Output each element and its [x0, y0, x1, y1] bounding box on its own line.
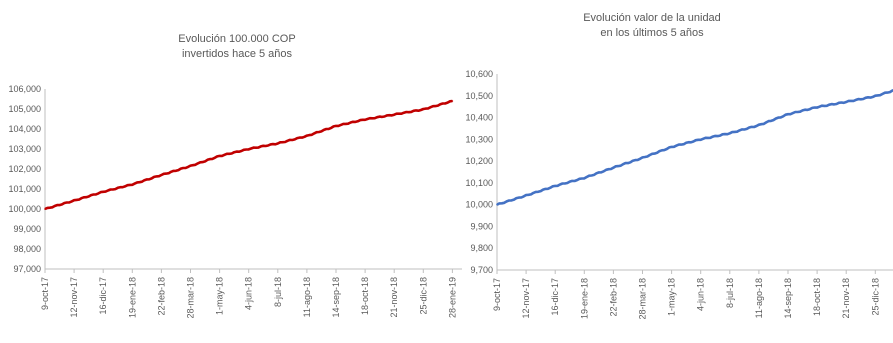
left-x-tick-label: 28-mar-18 — [186, 277, 196, 319]
left-title-line-1: invertidos hace 5 años — [182, 48, 293, 60]
right-y-tick-label: 9,800 — [470, 243, 493, 253]
right-x-tick-label: 1-may-18 — [667, 278, 677, 316]
right-title-line-0: Evolución valor de la unidad — [583, 12, 721, 24]
left-y-tick-label: 106,000 — [8, 84, 41, 94]
left-title-line-0: Evolución 100.000 COP — [178, 33, 295, 45]
left-x-tick-label: 28-ene-19 — [447, 277, 457, 318]
left-x-tick-label: 9-oct-17 — [40, 277, 50, 310]
right-data-point — [641, 157, 644, 159]
left-data-point — [160, 174, 163, 176]
right-data-point — [729, 132, 731, 135]
left-y-tick-label: 105,000 — [8, 104, 41, 114]
right-data-point — [525, 194, 527, 197]
left-x-tick-label: 14-sep-18 — [331, 277, 341, 318]
right-data-point — [787, 113, 789, 116]
right-x-tick-label: 25-dic-18 — [870, 278, 880, 316]
left-x-tick-label: 16-dic-17 — [98, 277, 108, 315]
left-data-point — [393, 113, 396, 116]
right-x-tick-label: 21-nov-18 — [841, 278, 851, 319]
left-x-tick-label: 21-nov-18 — [389, 277, 399, 318]
left-y-tick-label: 103,000 — [8, 144, 41, 154]
right-y-tick-label: 10,200 — [465, 156, 493, 166]
right-data-point — [670, 146, 673, 148]
left-data-point — [73, 199, 75, 202]
right-data-point — [583, 177, 586, 179]
right-title-line-1: en los últimos 5 años — [600, 27, 704, 39]
right-y-tick-label: 9,700 — [470, 265, 493, 275]
left-x-tick-label: 8-jul-18 — [273, 277, 283, 307]
right-x-tick-label: 28-mar-18 — [638, 278, 648, 320]
left-y-tick-label: 102,000 — [8, 164, 41, 174]
right-data-point — [874, 95, 877, 98]
right-data-point — [758, 124, 760, 126]
right-series-line — [496, 88, 893, 206]
right-y-tick-label: 10,000 — [465, 200, 493, 210]
left-y-tick-label: 97,000 — [13, 264, 41, 274]
right-x-tick-label: 18-oct-18 — [812, 278, 822, 316]
right-y-tick-label: 10,400 — [465, 113, 493, 123]
right-x-tick-label: 12-nov-17 — [521, 278, 531, 319]
left-y-tick-label: 99,000 — [13, 224, 41, 234]
left-data-point — [131, 183, 134, 186]
right-x-tick-label: 22-feb-18 — [608, 278, 618, 317]
right-y-tick-label: 9,900 — [470, 221, 493, 231]
left-data-point — [277, 142, 279, 145]
right-data-point — [496, 203, 498, 206]
left-x-tick-label: 11-ago-18 — [302, 277, 312, 317]
right-data-point — [554, 185, 556, 187]
right-y-tick-label: 10,100 — [465, 178, 493, 188]
left-data-point — [189, 165, 192, 167]
left-x-tick-label: 12-nov-17 — [69, 277, 79, 318]
left-x-tick-label: 22-feb-18 — [156, 277, 166, 316]
right-data-point — [845, 101, 847, 103]
right-x-tick-label: 8-jul-18 — [725, 278, 735, 308]
left-data-point — [102, 191, 104, 193]
left-x-tick-label: 4-jun-18 — [244, 277, 254, 310]
right-y-tick-label: 10,300 — [465, 134, 493, 144]
right-x-tick-label: 14-sep-18 — [783, 278, 793, 319]
chart-right: Evolución valor de la unidad en los últim… — [460, 0, 893, 343]
left-data-point — [364, 118, 366, 121]
right-data-point — [612, 166, 615, 169]
left-data-point — [247, 148, 250, 150]
left-x-tick-label: 19-ene-18 — [127, 277, 137, 318]
left-y-tick-label: 101,000 — [8, 184, 41, 194]
left-data-point — [218, 155, 221, 157]
chart-right-svg: Evolución valor de la unidad en los últim… — [465, 12, 893, 320]
left-data-point — [335, 125, 337, 127]
right-x-tick-label: 19-ene-18 — [579, 278, 589, 319]
left-y-tick-label: 104,000 — [8, 124, 41, 134]
right-x-tick-label: 9-oct-17 — [492, 278, 502, 311]
left-y-tick-label: 100,000 — [8, 204, 41, 214]
left-x-tick-label: 18-oct-18 — [360, 277, 370, 315]
right-x-tick-label: 16-dic-17 — [550, 278, 560, 316]
left-data-point — [451, 100, 454, 102]
left-series-line — [44, 99, 453, 211]
right-y-tick-label: 10,500 — [465, 91, 493, 101]
chart-left-svg: Evolución 100.000 COP invertidos hace 5 a… — [8, 33, 462, 319]
left-y-tick-label: 98,000 — [13, 244, 41, 254]
right-y-tick-label: 10,600 — [465, 69, 493, 79]
chart-left: Evolución 100.000 COP invertidos hace 5 a… — [8, 33, 462, 319]
left-data-point — [44, 208, 46, 210]
left-x-tick-label: 1-may-18 — [215, 277, 225, 315]
left-data-point — [422, 108, 425, 111]
left-data-point — [306, 135, 308, 137]
right-data-point — [699, 138, 702, 141]
right-x-tick-label: 4-jun-18 — [696, 278, 706, 311]
right-x-tick-label: 11-ago-18 — [754, 278, 764, 318]
left-x-tick-label: 25-dic-18 — [418, 277, 428, 315]
right-data-point — [816, 106, 818, 108]
